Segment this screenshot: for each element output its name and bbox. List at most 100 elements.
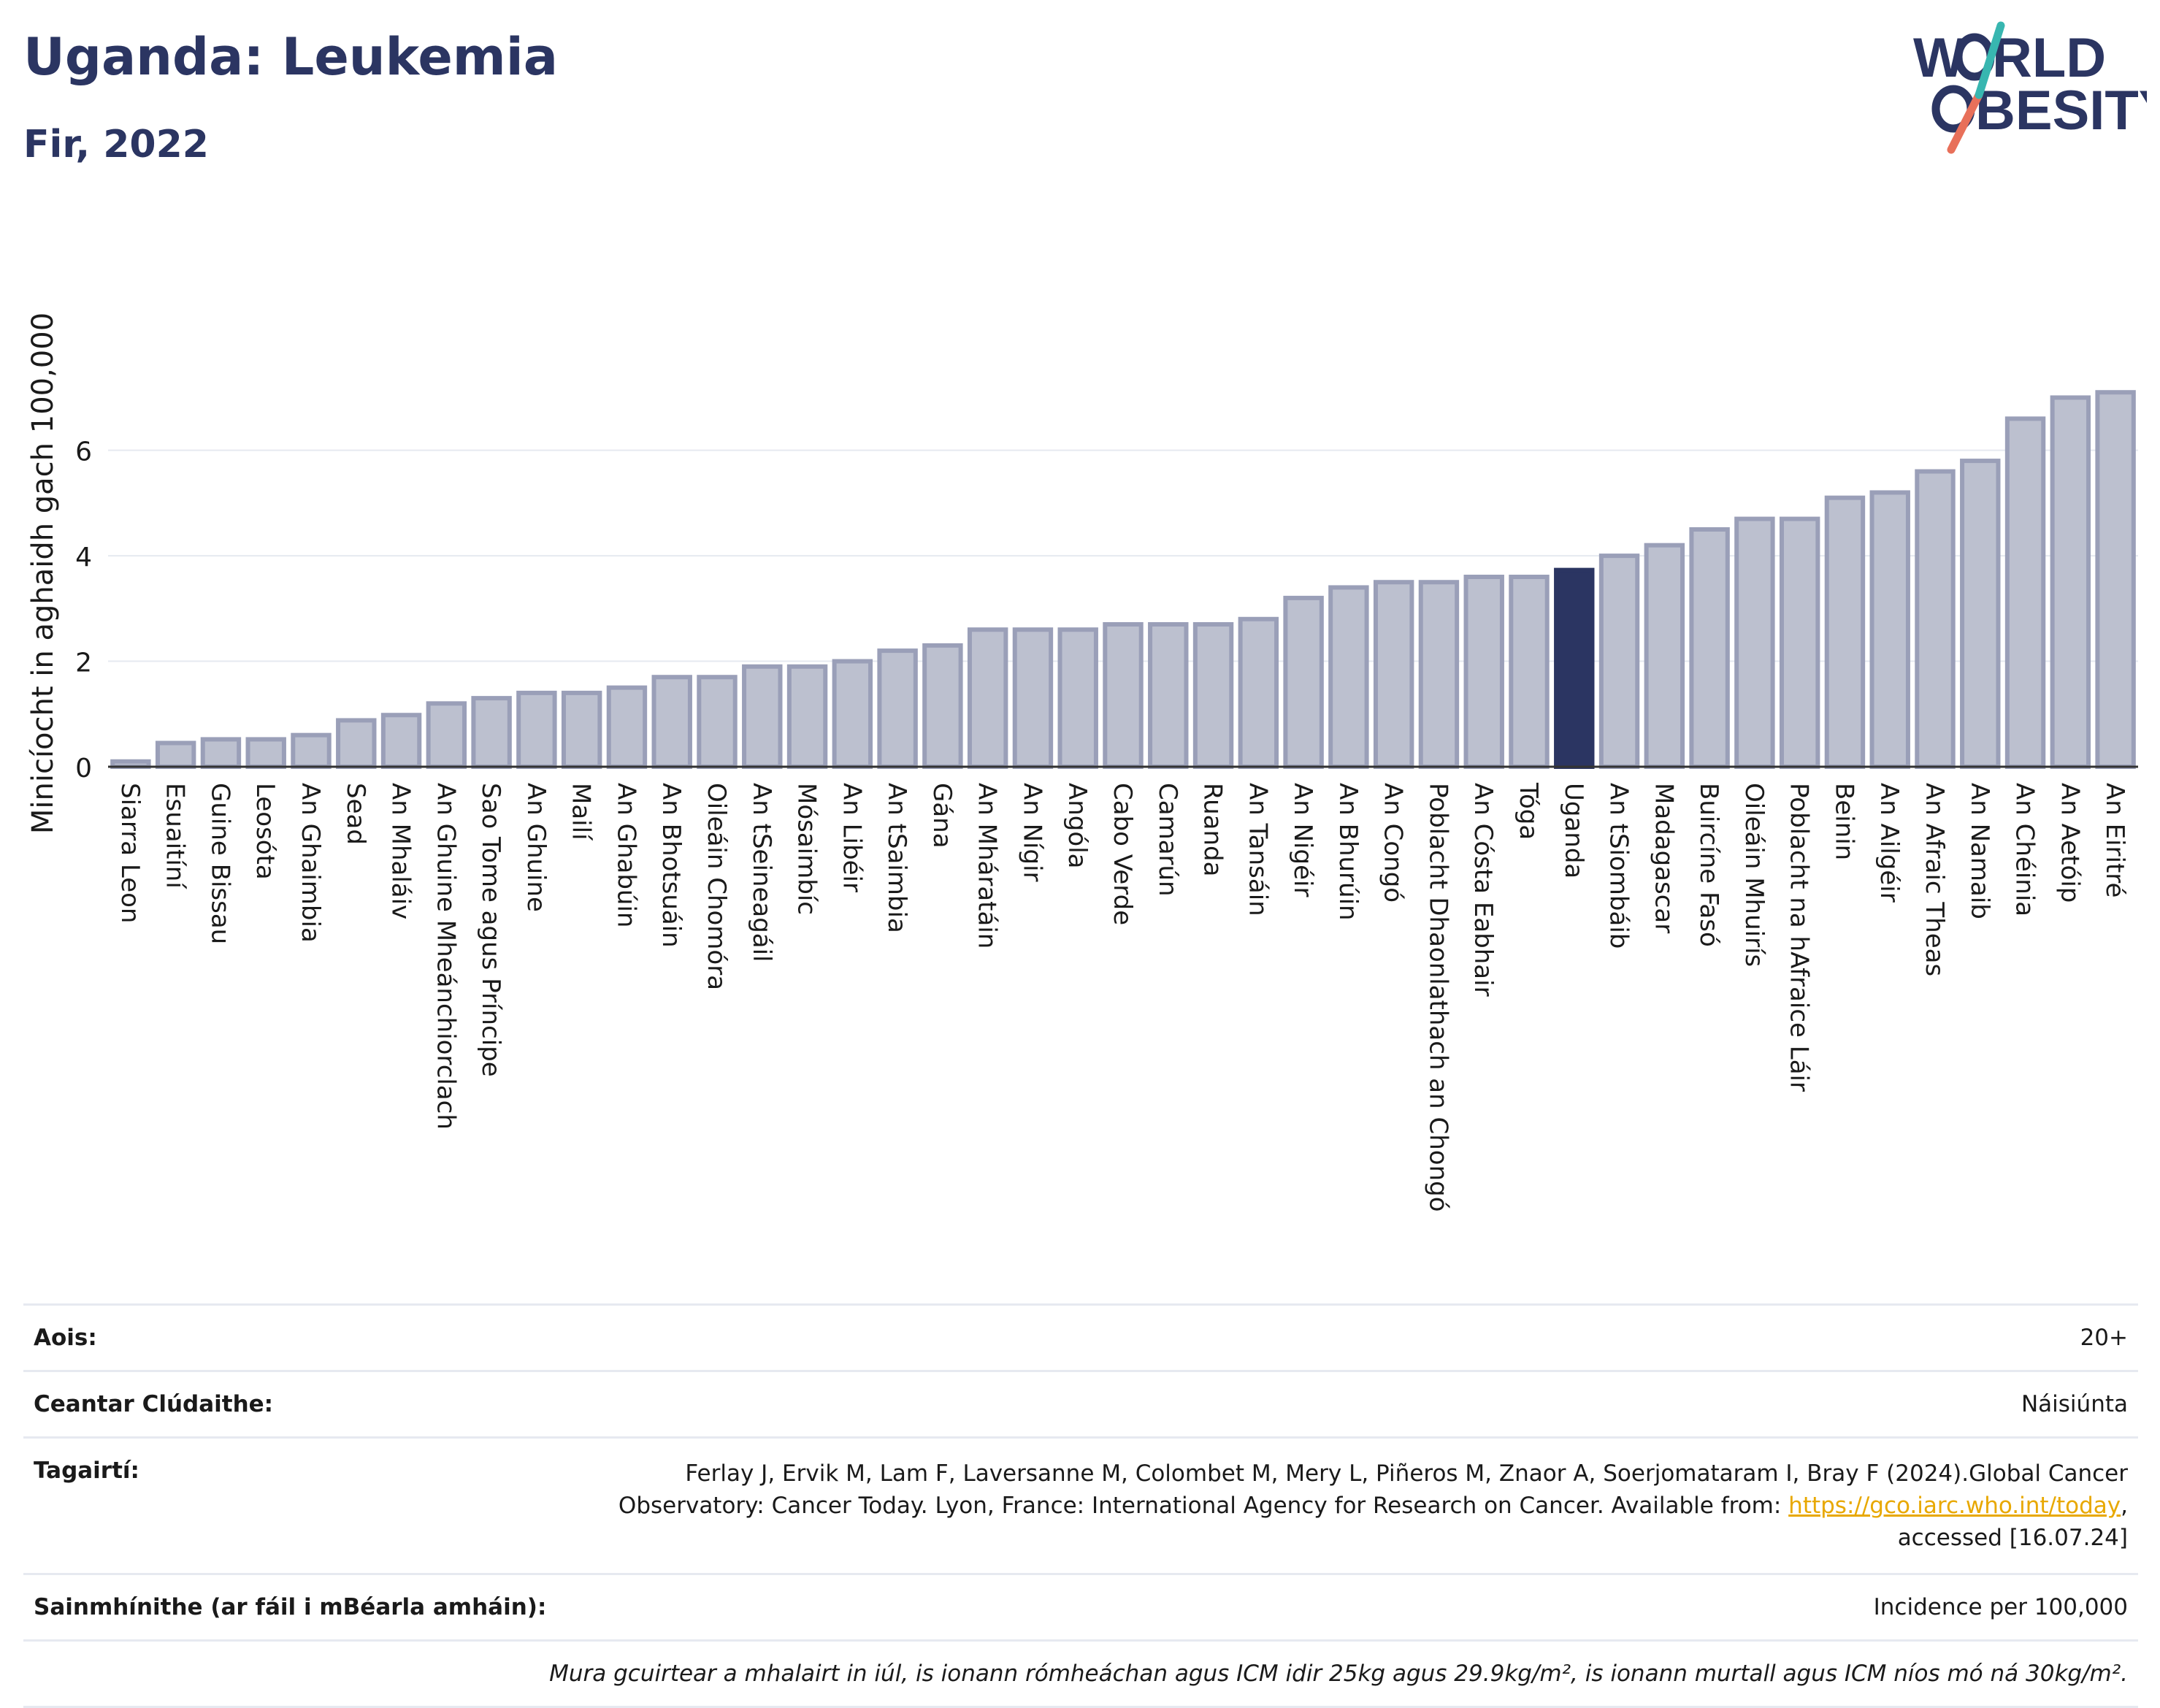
x-tick-label: An Bhotsuáin — [656, 783, 686, 948]
bar-oileáin-chomóra — [697, 675, 738, 770]
x-tick-label: Mósaimbíc — [792, 783, 822, 915]
bar-an-ghabúin — [606, 685, 648, 770]
x-tick-label: An Ghaimbia — [296, 783, 325, 943]
age-label: Aois: — [34, 1325, 97, 1351]
x-tick-label: An Nígir — [1017, 783, 1046, 882]
x-tick-label: An Nigéir — [1288, 783, 1317, 897]
bar-chart: 0 2 4 6 Siarra Leon Esuaitíní Guine Bissau Leo… — [26, 313, 2138, 1212]
x-tick-label: An Ghuine — [521, 783, 551, 912]
references-row: Tagairtí: Ferlay J, Ervik M, Lam F, Lave… — [23, 1436, 2138, 1573]
x-tick-label: An Afraic Theas — [1920, 783, 1949, 976]
x-tick-label: An Libéir — [837, 783, 866, 892]
bar-an-ghaimbia — [291, 732, 332, 770]
x-tick-label: An Ghabúin — [611, 783, 640, 927]
references-text-2: , accessed [16.07.24] — [1897, 1493, 2128, 1552]
bar-an-congó — [1373, 580, 1414, 769]
x-tick-label: Guine Bissau — [205, 783, 234, 944]
y-tick-label: 2 — [75, 648, 92, 678]
references-label: Tagairtí: — [34, 1458, 139, 1484]
x-tick-label: Siarra Leon — [115, 783, 145, 923]
x-tick-label: An Chéinia — [2010, 783, 2040, 916]
bar-an-aetóip — [2050, 395, 2091, 769]
bar-camarún — [1148, 622, 1189, 769]
info-table: Aois: 20+ Ceantar Clúdaithe: Náisiúnta T… — [23, 1303, 2138, 1708]
x-tick-label: Oileáin Mhuirís — [1739, 783, 1769, 967]
bar-uganda — [1554, 567, 1595, 769]
bar-cabo-verde — [1103, 622, 1144, 769]
bar-an-ghuine — [516, 690, 557, 770]
bar-an-mhaláiv — [380, 713, 422, 770]
definitions-label: Sainmhínithe (ar fáil i mBéarla amháin): — [34, 1594, 547, 1621]
bar-poblacht-na-hafraice-láir — [1779, 516, 1820, 769]
x-tick-label: An Tansáin — [1243, 783, 1272, 916]
bar-poblacht-dhaonlathach-an-chongó — [1418, 580, 1460, 769]
references-value: Ferlay J, Ervik M, Lam F, Laversanne M, … — [609, 1458, 2128, 1554]
area-label: Ceantar Clúdaithe: — [34, 1391, 274, 1417]
bar-buircíne-fasó — [1689, 527, 1730, 769]
bar-an-chéinia — [2004, 416, 2046, 769]
bar-an-namaib — [1960, 459, 2001, 769]
chart-title: Uganda: Leukemia — [23, 27, 558, 87]
bar-an-tsiombáib — [1598, 554, 1640, 769]
bar-mailí — [561, 690, 602, 770]
axes: 0 2 4 6 — [75, 437, 2138, 784]
x-tick-label: Esuaitíní — [161, 783, 190, 889]
logo-letters-besity: BESITY — [1975, 80, 2147, 142]
bar-an-mháratáin — [967, 627, 1008, 769]
references-link[interactable]: https://gco.iarc.who.int/today — [1788, 1493, 2121, 1520]
definitions-row: Sainmhínithe (ar fáil i mBéarla amháin):… — [23, 1573, 2138, 1639]
bar-sead — [336, 718, 377, 770]
y-tick-label: 6 — [75, 437, 92, 467]
definitions-value: Incidence per 100,000 — [1873, 1594, 2128, 1621]
bar-an-tsaimbia — [877, 648, 918, 769]
note-row: Mura gcuirtear a mhalairt in iúl, is ion… — [23, 1639, 2138, 1708]
world-obesity-logo: W RLD BESITY — [1913, 21, 2147, 154]
bar-an-cósta-eabhair — [1463, 575, 1504, 769]
bar-an-tansáin — [1238, 616, 1279, 769]
logo-slash-icon — [1975, 21, 2005, 99]
x-tick-label: An tSiombáib — [1604, 783, 1634, 949]
bar-gána — [922, 643, 963, 770]
x-tick-label: Cabo Verde — [1108, 783, 1137, 925]
y-axis-label: Minicíocht in aghaidh gach 100,000 — [26, 313, 60, 834]
bar-guine-bissau — [200, 737, 242, 770]
logo-slash-icon — [1947, 91, 1983, 154]
x-tick-label: Tóga — [1514, 782, 1543, 840]
x-tick-label: An Aetóip — [2055, 783, 2084, 903]
bar-leosóta — [245, 737, 286, 770]
x-tick-label: Angóla — [1062, 783, 1092, 868]
age-row: Aois: 20+ — [23, 1303, 2138, 1370]
x-tick-label: Beinin — [1829, 783, 1858, 860]
x-tick-label: An Eiritré — [2100, 783, 2129, 897]
bar-ruanda — [1192, 622, 1234, 769]
x-tick-label: An Congó — [1379, 783, 1408, 903]
bar-an-nígir — [1012, 627, 1054, 769]
x-tick-label: Mailí — [567, 783, 596, 841]
bar-an-nigéir — [1283, 595, 1324, 770]
logo-letters-rld: RLD — [1992, 27, 2106, 89]
x-tick-label: Poblacht na hAfraice Láir — [1785, 783, 1814, 1092]
footnote: Mura gcuirtear a mhalairt in iúl, is ion… — [549, 1661, 2128, 1688]
references-text-1: Ferlay J, Ervik M, Lam F, Laversanne M, … — [618, 1460, 2128, 1520]
bar-an-libéir — [832, 659, 873, 769]
bar-esuaitíní — [155, 740, 196, 769]
bar-an-eiritré — [2095, 390, 2136, 769]
x-tick-label: Sao Tome agus Príncipe — [476, 783, 505, 1077]
x-tick-label: Ruanda — [1198, 783, 1228, 876]
x-tick-label: An tSeineagáil — [747, 783, 776, 962]
x-tick-label: Uganda — [1559, 783, 1588, 878]
x-tick-label: Poblacht Dhaonlathach an Chongó — [1423, 783, 1452, 1212]
x-tick-label: Leosóta — [250, 783, 280, 880]
x-tick-label: An Mháratáin — [973, 783, 1002, 949]
x-tick-label: An Namaib — [1965, 783, 1994, 919]
x-tick-label: Gána — [927, 783, 957, 849]
x-tick-label: Madagascar — [1649, 783, 1678, 933]
bar-an-ailgéir — [1869, 490, 1910, 769]
x-tick-label: Buircíne Fasó — [1694, 783, 1723, 947]
bar-an-tseineagáil — [742, 664, 783, 769]
x-tick-label: An Ailgéir — [1874, 783, 1904, 903]
bar-tóga — [1509, 575, 1550, 769]
bar-oileáin-mhuirís — [1734, 516, 1775, 769]
x-tick-label: An Mhaláiv — [386, 783, 415, 919]
bar-angóla — [1057, 627, 1098, 769]
